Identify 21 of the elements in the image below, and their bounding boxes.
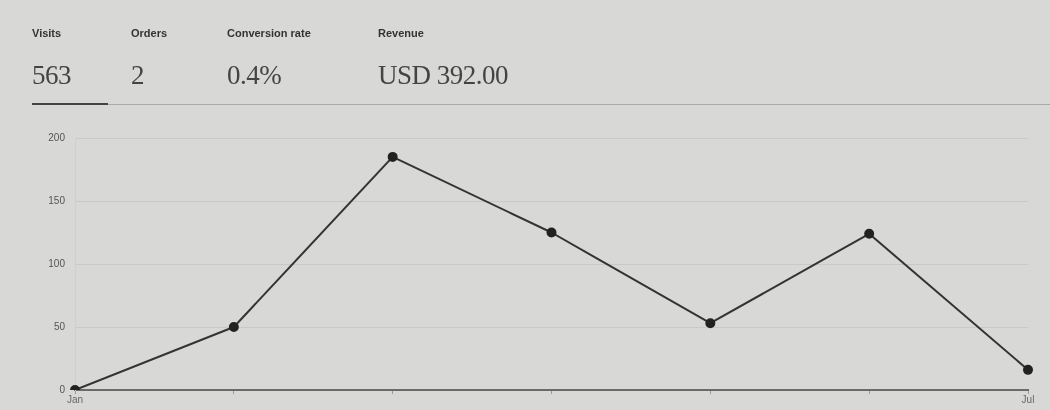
y-tick-label: 0 [59, 383, 66, 395]
text: 563 [32, 60, 71, 91]
y-tick-label: 50 [53, 320, 66, 332]
text: Conversion rate [227, 27, 311, 39]
text: 2 [131, 60, 144, 91]
y-tick-label: 150 [48, 194, 66, 206]
text: Visits [32, 27, 62, 39]
point [546, 227, 557, 238]
point [228, 322, 239, 332]
x-tick-label: Jul [1021, 393, 1035, 405]
text: USD 392.00 [378, 60, 509, 91]
text: 0.4% [227, 60, 282, 91]
point [387, 151, 398, 162]
text: Revenue [378, 27, 424, 39]
x-tick-label: Jan [66, 393, 84, 405]
point [705, 318, 716, 329]
y-tick-label: 200 [48, 131, 66, 143]
y-tick-label: 100 [48, 257, 66, 269]
point [864, 228, 875, 239]
point [1023, 364, 1033, 375]
text: Orders [131, 27, 168, 39]
